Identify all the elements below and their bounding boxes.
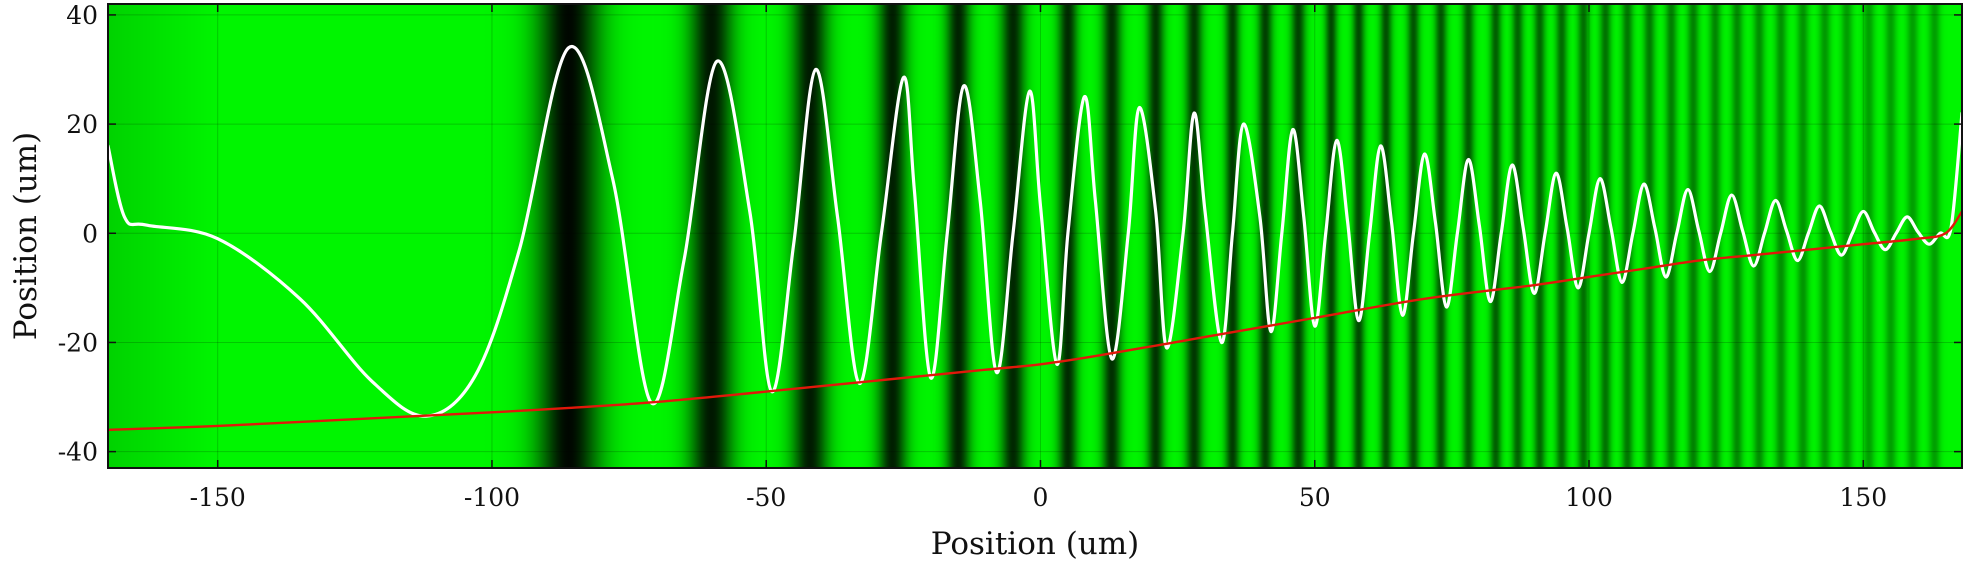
x-tick-label: 0	[1033, 483, 1049, 512]
x-tick-label: -150	[190, 483, 246, 512]
axes-frame	[107, 3, 1963, 469]
y-tick-label: 20	[66, 110, 98, 139]
x-tick-label: 100	[1565, 483, 1613, 512]
x-tick-label: -100	[464, 483, 520, 512]
x-tick-label: 150	[1839, 483, 1887, 512]
y-tick-label: -20	[58, 328, 98, 357]
x-tick-label: 50	[1299, 483, 1331, 512]
y-axis-label: Position (um)	[8, 132, 44, 341]
plot-area	[108, 4, 1962, 468]
intensity-pattern	[108, 4, 1962, 468]
y-tick-label: -40	[58, 438, 98, 467]
x-tick-label: -50	[746, 483, 786, 512]
oscillating-profile-line	[108, 44, 1962, 418]
envelope-line	[108, 210, 1962, 431]
y-tick-label: 0	[82, 219, 98, 248]
series-group	[108, 44, 1962, 431]
y-tick-label: 40	[66, 1, 98, 30]
ticks: -150 -100 -50 0 50 100 150 -40 -20 0 20 40	[58, 1, 1962, 512]
x-axis-label: Position (um)	[931, 526, 1140, 562]
